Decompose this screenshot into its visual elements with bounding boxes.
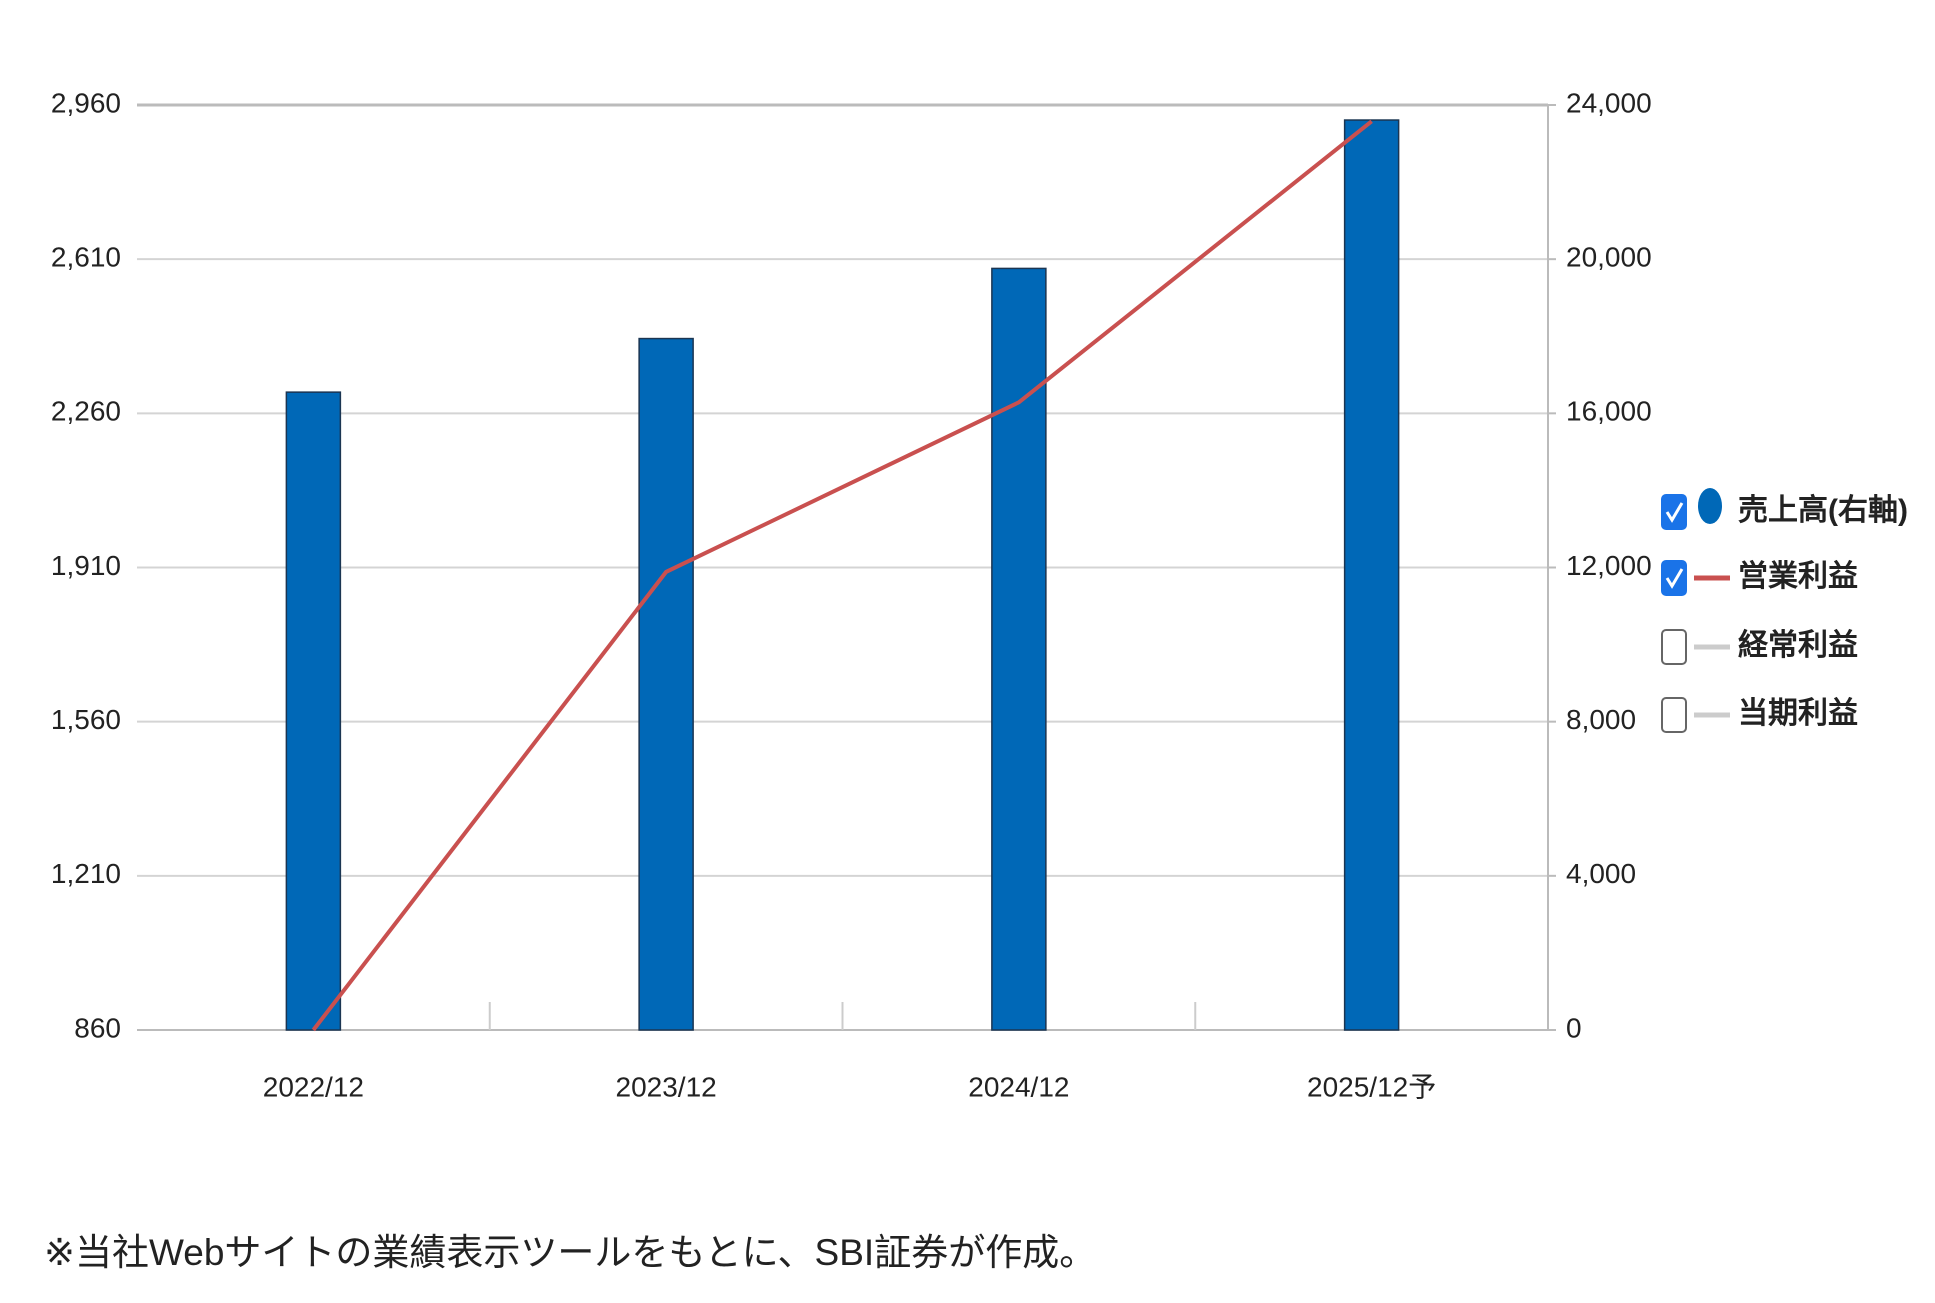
y2-tick-label: 4,000 bbox=[1566, 858, 1636, 889]
footnote: ※当社Webサイトの業績表示ツールをもとに、SBI証券が作成。 bbox=[44, 1232, 1096, 1273]
legend-label: 経常利益 bbox=[1738, 628, 1858, 662]
legend-checkbox[interactable] bbox=[1661, 697, 1687, 733]
y-tick-label: 2,960 bbox=[51, 87, 121, 118]
x-tick-label: 2022/12 bbox=[263, 1071, 364, 1102]
y2-tick-label: 24,000 bbox=[1566, 87, 1652, 118]
y-tick-label: 1,910 bbox=[51, 550, 121, 581]
x-tick-label: 2025/12予 bbox=[1307, 1071, 1436, 1102]
y2-tick-label: 16,000 bbox=[1566, 396, 1652, 427]
y-tick-label: 860 bbox=[74, 1012, 121, 1043]
y2-tick-label: 0 bbox=[1566, 1012, 1582, 1043]
line bbox=[311, 119, 1373, 1032]
y2-tick-label: 8,000 bbox=[1566, 704, 1636, 735]
bar bbox=[991, 267, 1047, 1031]
x-tick-label: 2023/12 bbox=[616, 1071, 717, 1102]
y-tick-label: 1,210 bbox=[51, 858, 121, 889]
legend-checkbox[interactable] bbox=[1661, 494, 1687, 530]
y-tick-label: 2,610 bbox=[51, 242, 121, 273]
legend-check bbox=[1665, 568, 1684, 589]
legend-label: 売上高(右軸) bbox=[1738, 494, 1908, 527]
legend-marker bbox=[1698, 488, 1722, 524]
bar bbox=[285, 391, 342, 1031]
legend-checkbox[interactable] bbox=[1661, 629, 1687, 665]
y2-tick-label: 12,000 bbox=[1566, 550, 1652, 581]
x-tick-label: 2024/12 bbox=[968, 1071, 1069, 1102]
y-tick-label: 2,260 bbox=[51, 396, 121, 427]
bar bbox=[1343, 119, 1400, 1031]
legend-checkbox[interactable] bbox=[1661, 560, 1687, 596]
legend-label: 当期利益 bbox=[1738, 697, 1858, 730]
legend-check bbox=[1665, 502, 1684, 523]
legend-label: 営業利益 bbox=[1738, 560, 1858, 593]
y-tick-label: 1,560 bbox=[51, 704, 121, 735]
bar bbox=[638, 337, 694, 1031]
y2-tick-label: 20,000 bbox=[1566, 242, 1652, 273]
